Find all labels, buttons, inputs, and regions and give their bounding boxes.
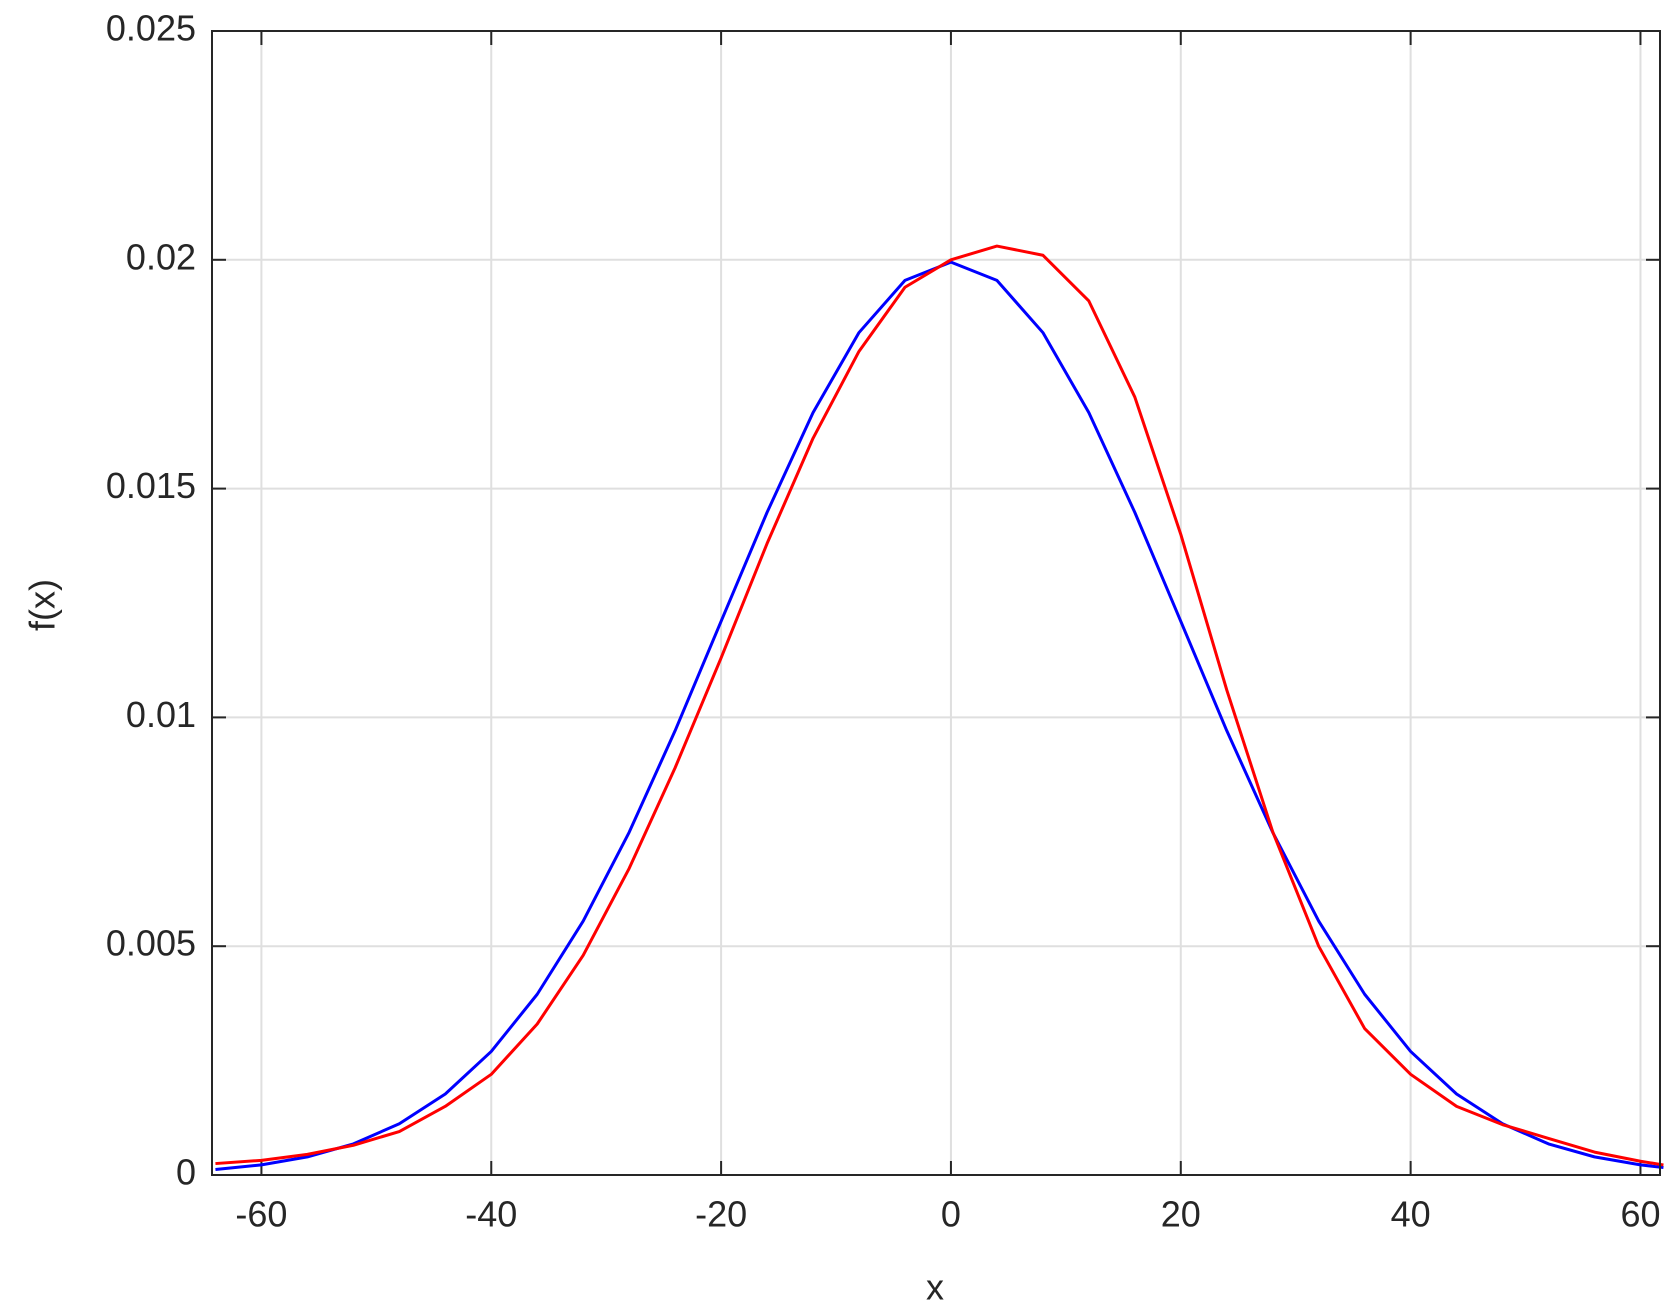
line-series bbox=[215, 260, 1664, 1172]
x-tick-label: -40 bbox=[465, 1194, 517, 1235]
y-tick-label: 0.015 bbox=[106, 465, 196, 506]
x-tick-label: 0 bbox=[941, 1194, 961, 1235]
x-tick-label: -60 bbox=[235, 1194, 287, 1235]
x-tick-label: 20 bbox=[1161, 1194, 1201, 1235]
x-tick-label: -20 bbox=[695, 1194, 747, 1235]
y-tick-label: 0.025 bbox=[106, 8, 196, 49]
line-series bbox=[215, 244, 1664, 1167]
y-tick-label: 0.02 bbox=[126, 236, 196, 277]
y-tick-label: 0.005 bbox=[106, 923, 196, 964]
x-tick-label: 40 bbox=[1391, 1194, 1431, 1235]
y-tick-label: 0.01 bbox=[126, 694, 196, 735]
y-tick-label: 0 bbox=[176, 1152, 196, 1193]
plot-frame bbox=[211, 30, 1661, 1176]
x-tick-label: 60 bbox=[1620, 1194, 1660, 1235]
x-axis-label: x bbox=[926, 1267, 944, 1308]
y-axis-label: f(x) bbox=[22, 579, 63, 631]
